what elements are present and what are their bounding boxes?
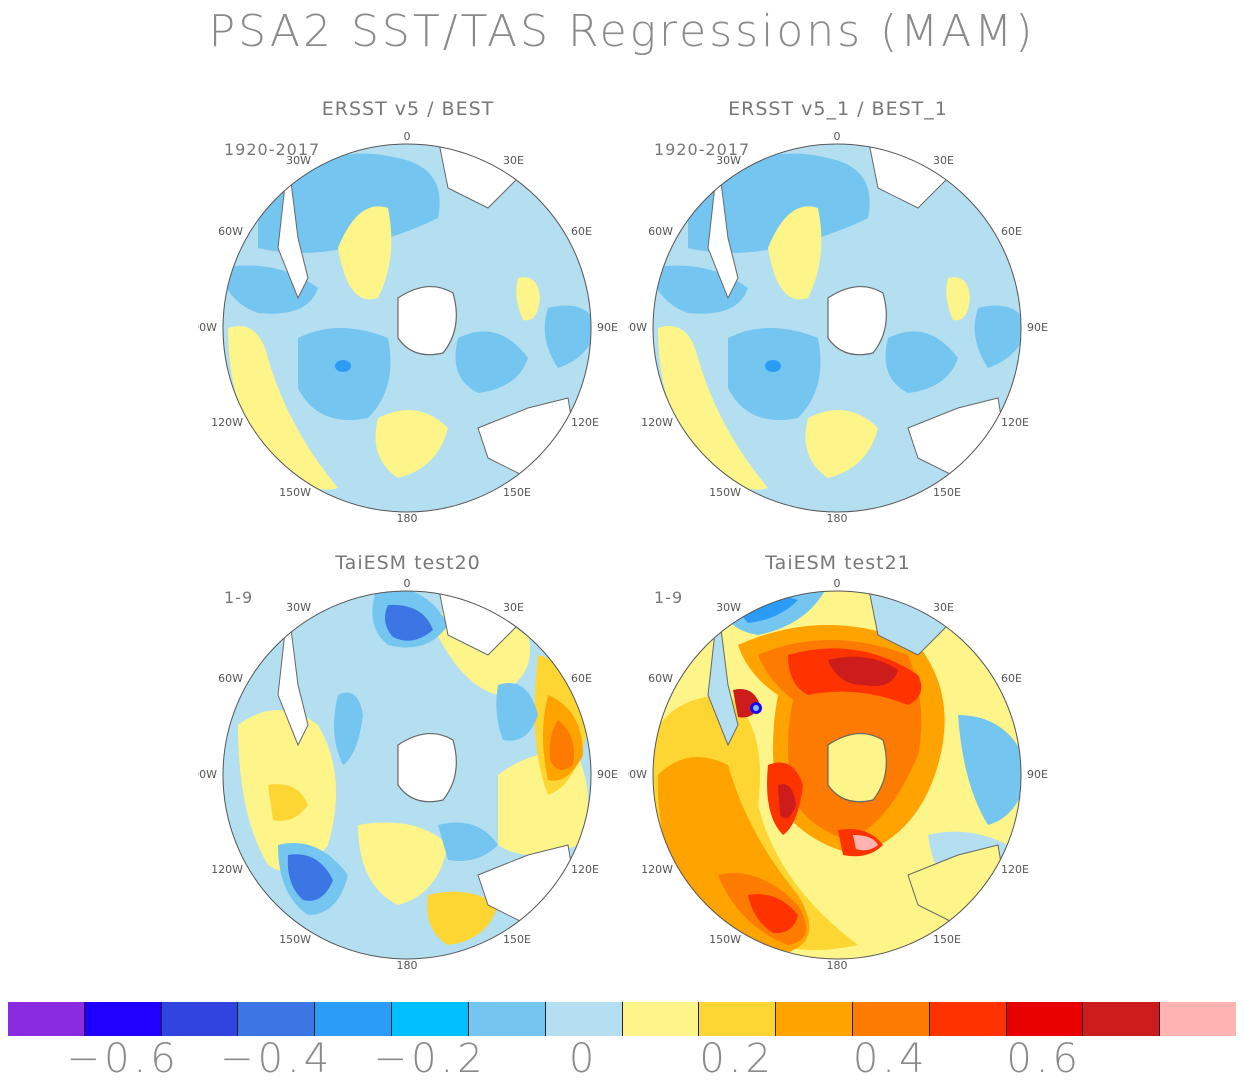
colorbar-swatch	[468, 1002, 546, 1036]
lon-label: 30W	[716, 601, 741, 614]
colorbar-swatch	[84, 1002, 162, 1036]
period-label: 1-9	[654, 588, 684, 607]
colorbar-swatch	[929, 1002, 1007, 1036]
lon-label: 150E	[503, 933, 531, 946]
colorbar	[8, 1002, 1236, 1036]
lon-label: 120W	[641, 863, 673, 876]
colorbar-tick-label: −0.2	[373, 1036, 487, 1082]
lon-label: 120W	[211, 863, 243, 876]
polar-map: 0 30E 60E 90E 120E 150E 180 150W 120W 90…	[628, 577, 1048, 972]
lon-label: 60W	[648, 225, 673, 238]
lon-label: 150W	[709, 486, 741, 499]
lon-label: 60E	[571, 225, 592, 238]
lon-label: 30E	[933, 154, 954, 167]
lon-label: 60E	[1001, 225, 1022, 238]
lon-label: 150W	[279, 933, 311, 946]
colorbar-swatch	[161, 1002, 239, 1036]
lon-label: 150E	[933, 486, 961, 499]
colorbar-swatch	[1160, 1002, 1236, 1036]
colorbar-swatch	[776, 1002, 853, 1036]
lon-label: 120E	[1001, 863, 1029, 876]
colorbar-swatch	[8, 1002, 85, 1036]
lon-label: 90E	[1027, 768, 1048, 781]
map-boundary	[652, 590, 1022, 960]
lon-label: 30W	[286, 601, 311, 614]
colorbar-swatch	[852, 1002, 930, 1036]
lon-label: 0	[404, 577, 411, 590]
lon-label: 120W	[641, 416, 673, 429]
colorbar-swatch	[545, 1002, 623, 1036]
map-panel-ersst-best: ERSST v5 / BEST 1920-2017 0 30E 60E 90E …	[198, 98, 618, 528]
polar-map: 0 30E 60E 90E 120E 150E 180 150W 120W 90…	[628, 130, 1048, 525]
lon-label: 150E	[933, 933, 961, 946]
lon-label: 30W	[286, 154, 311, 167]
lon-label: 60W	[218, 225, 243, 238]
period-label: 1920-2017	[654, 140, 751, 159]
polar-map: 0 30E 60E 90E 120E 150E 180 150W 120W 90…	[198, 130, 618, 525]
colorbar-tick-label: −0.4	[220, 1036, 334, 1082]
lon-label: 180	[827, 512, 848, 525]
lon-label: 90W	[198, 321, 217, 334]
lon-label: 60E	[571, 672, 592, 685]
map-boundary	[222, 590, 592, 960]
polar-map: 0 30E 60E 90E 120E 150E 180 150W 120W 90…	[198, 577, 618, 972]
lon-label: 30E	[933, 601, 954, 614]
lon-label: 120E	[571, 416, 599, 429]
panel-title: TaiESM test21	[765, 552, 911, 574]
lon-label: 60E	[1001, 672, 1022, 685]
colorbar-swatch	[622, 1002, 700, 1036]
lon-label: 120E	[571, 863, 599, 876]
lon-label: 150W	[709, 933, 741, 946]
colorbar-swatch	[1006, 1002, 1084, 1036]
lon-label: 30E	[503, 154, 524, 167]
period-label: 1-9	[224, 588, 254, 607]
lon-label: 90E	[597, 768, 618, 781]
colorbar-tick-label: 0	[568, 1036, 599, 1082]
lon-label: 180	[397, 512, 418, 525]
panel-title: TaiESM test20	[335, 552, 481, 574]
lon-label: 30E	[503, 601, 524, 614]
colorbar-swatch	[238, 1002, 316, 1036]
lon-label: 90E	[1027, 321, 1048, 334]
period-label: 1920-2017	[224, 140, 321, 159]
lon-label: 120W	[211, 416, 243, 429]
lon-label: 90W	[628, 321, 647, 334]
map-panel-taiesm-test20: TaiESM test20 1-9 0	[198, 545, 618, 975]
map-boundary	[652, 143, 1022, 513]
lon-label: 150W	[279, 486, 311, 499]
panel-title: ERSST v5 / BEST	[321, 98, 495, 120]
lon-label: 180	[827, 959, 848, 972]
lon-label: 60W	[218, 672, 243, 685]
lon-label: 60W	[648, 672, 673, 685]
map-panel-taiesm-test21: TaiESM test21 1-9	[628, 545, 1048, 975]
lon-label: 120E	[1001, 416, 1029, 429]
colorbar-swatch	[315, 1002, 393, 1036]
colorbar-tick-label: −0.6	[66, 1036, 180, 1082]
lon-label: 180	[397, 959, 418, 972]
map-panel-ersst-best-1: ERSST v5_1 / BEST_1 1920-2017 0 30E 60E …	[628, 98, 1048, 528]
panel-title: ERSST v5_1 / BEST_1	[728, 98, 948, 120]
lon-label: 90W	[628, 768, 647, 781]
colorbar-swatch	[392, 1002, 469, 1036]
lon-label: 90E	[597, 321, 618, 334]
lon-label: 150E	[503, 486, 531, 499]
colorbar-labels: −0.6 −0.4 −0.2 0 0.2 0.4 0.6	[8, 1036, 1236, 1082]
lon-label: 0	[834, 130, 841, 143]
colorbar-swatch	[699, 1002, 777, 1036]
lon-label: 90W	[198, 768, 217, 781]
lon-label: 30W	[716, 154, 741, 167]
lon-label: 0	[834, 577, 841, 590]
colorbar-tick-label: 0.4	[852, 1036, 929, 1082]
map-boundary	[222, 143, 592, 513]
colorbar-tick-label: 0.6	[1006, 1036, 1082, 1082]
colorbar-swatch	[1083, 1002, 1161, 1036]
colorbar-tick-label: 0.2	[699, 1036, 775, 1082]
lon-label: 0	[404, 130, 411, 143]
figure-title: PSA2 SST/TAS Regressions (MAM)	[208, 6, 1036, 57]
